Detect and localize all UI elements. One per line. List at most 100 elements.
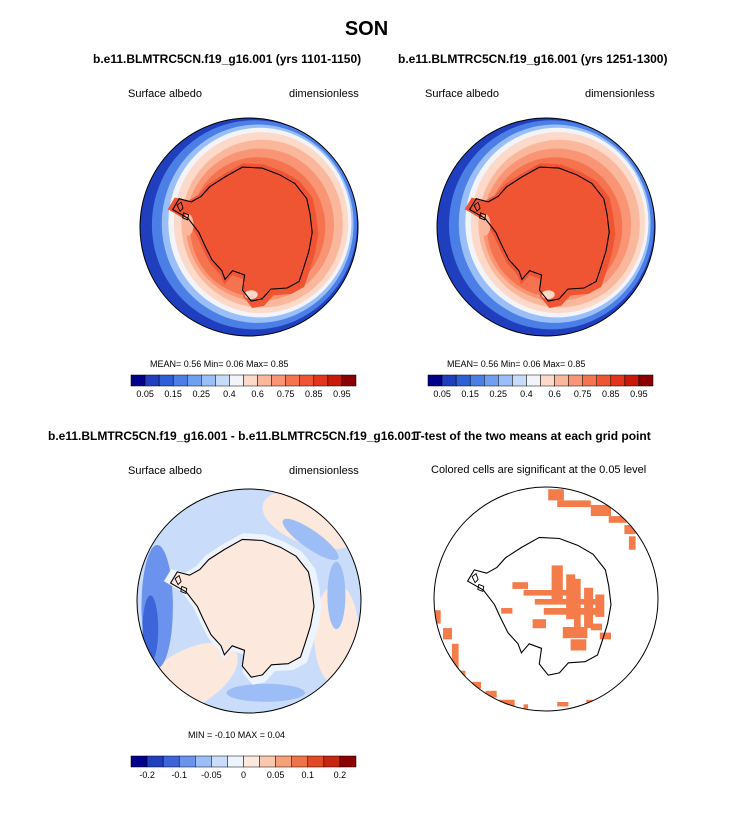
colorbar-tick-label: 0.85 — [602, 389, 620, 399]
colorbar-box — [455, 374, 471, 387]
colorbar-tick-label: 0.05 — [433, 389, 451, 399]
island-outline — [182, 212, 190, 221]
colorbar-box — [638, 374, 654, 387]
island-outline — [471, 572, 479, 584]
panel1-variable-label: Surface albedo — [128, 88, 202, 100]
colorbar-tick-label: 0.4 — [520, 389, 533, 399]
map-boundary — [136, 488, 362, 714]
colorbar-box — [146, 755, 164, 768]
panel3-title: b.e11.BLMTRC5CN.f19_g16.001 - b.e11.BLMT… — [48, 429, 418, 443]
colorbar-box — [341, 374, 357, 387]
significant-cell — [523, 704, 529, 709]
significant-cell — [557, 702, 569, 707]
panel1-stats: MEAN= 0.56 Min= 0.06 Max= 0.85 — [150, 359, 289, 369]
colorbar-tick-label: 0.15 — [461, 389, 479, 399]
colorbar-box — [257, 374, 272, 387]
colorbar-box — [201, 374, 216, 387]
panel3-units-label: dimensionless — [289, 465, 359, 477]
panel1-title: b.e11.BLMTRC5CN.f19_g16.001 (yrs 1101-11… — [93, 52, 362, 66]
colorbar-box — [339, 755, 357, 768]
colorbar-tick-label: 0.75 — [574, 389, 592, 399]
significant-cell — [590, 504, 611, 517]
colorbar-tick-label: 0.05 — [267, 770, 285, 780]
continent-fill — [172, 167, 313, 302]
significant-cell — [534, 599, 597, 605]
negative-diff-band — [282, 518, 339, 561]
colorbar-box — [323, 755, 341, 768]
panel1-colorbar: 0.05 0.15 0.25 0.4 0.6 0.75 0.85 0.95 — [130, 374, 357, 399]
panel4-title: T-test of the two means at each grid poi… — [414, 429, 651, 443]
colorbar-tick-label: 0.15 — [164, 389, 182, 399]
colorbar-box — [259, 755, 276, 768]
significant-cell — [443, 628, 452, 640]
colorbar-tick-label: -0.2 — [139, 770, 155, 780]
colorbar-box — [130, 755, 148, 768]
colorbar-box — [211, 755, 228, 768]
significant-cell — [590, 623, 602, 631]
colorbar-tick-label: -0.1 — [171, 770, 187, 780]
colorbar-box — [327, 374, 343, 387]
colorbar-box — [554, 374, 569, 387]
significant-cell — [532, 619, 546, 629]
significant-cell — [501, 608, 513, 614]
significant-cell — [595, 594, 605, 617]
panel2-title: b.e11.BLMTRC5CN.f19_g16.001 (yrs 1251-13… — [398, 52, 668, 66]
colorbar-box — [582, 374, 598, 387]
antarctica-coastline — [171, 166, 313, 302]
island-outline — [477, 583, 485, 593]
island-outline — [479, 212, 487, 221]
colorbar-box — [195, 755, 212, 768]
colorbar-tick-label: 0.25 — [193, 389, 211, 399]
colorbar-box — [215, 374, 230, 387]
antarctica-coastline — [468, 166, 610, 302]
colorbar-tick-label: 0.75 — [277, 389, 295, 399]
colorbar-box — [172, 374, 188, 387]
colorbar-tick-label: 0 — [241, 770, 246, 780]
island-outline — [176, 201, 184, 212]
colorbar-box — [275, 755, 292, 768]
colorbar-box — [441, 374, 457, 387]
significant-cell — [566, 574, 576, 620]
panel2-units-label: dimensionless — [585, 88, 655, 100]
colorbar-box — [427, 374, 443, 387]
significant-cell — [574, 578, 581, 635]
colorbar-box — [299, 374, 315, 387]
significant-cell — [523, 590, 569, 596]
colorbar-tick-label: 0.95 — [630, 389, 648, 399]
continent-diff-fill — [170, 539, 314, 678]
colorbar-box — [243, 374, 258, 387]
colorbar-box — [596, 374, 612, 387]
colorbar-box — [285, 374, 301, 387]
colorbar-box — [291, 755, 309, 768]
colorbar-box — [526, 374, 541, 387]
significant-cell — [548, 489, 564, 501]
colorbar-tick-label: 0.25 — [490, 389, 508, 399]
colorbar-box — [624, 374, 640, 387]
colorbar-tick-label: 0.95 — [333, 389, 351, 399]
colorbar-box — [227, 755, 244, 768]
colorbar-tick-label: 0.85 — [305, 389, 323, 399]
island-outline — [473, 201, 481, 212]
panel2-variable-label: Surface albedo — [425, 88, 499, 100]
antarctica-coastline — [169, 538, 315, 678]
map-boundary — [433, 486, 659, 712]
figure-title: SON — [344, 18, 389, 40]
colorbar-box — [313, 374, 329, 387]
colorbar-box — [162, 755, 180, 768]
significant-cell — [557, 500, 591, 508]
colorbar-box — [271, 374, 286, 387]
significant-cell — [599, 632, 611, 640]
panel4-subtitle: Colored cells are significant at the 0.0… — [431, 464, 647, 476]
significant-cell — [551, 565, 563, 599]
panel1-units-label: dimensionless — [289, 88, 359, 100]
significant-cell — [451, 643, 459, 678]
significant-cell — [512, 582, 529, 589]
colorbar-box — [568, 374, 583, 387]
island-outline — [174, 574, 182, 586]
colorbar-box — [144, 374, 160, 387]
colorbar-box — [158, 374, 174, 387]
negative-diff-band — [142, 595, 159, 663]
significant-cell — [434, 610, 441, 624]
colorbar-box — [187, 374, 202, 387]
